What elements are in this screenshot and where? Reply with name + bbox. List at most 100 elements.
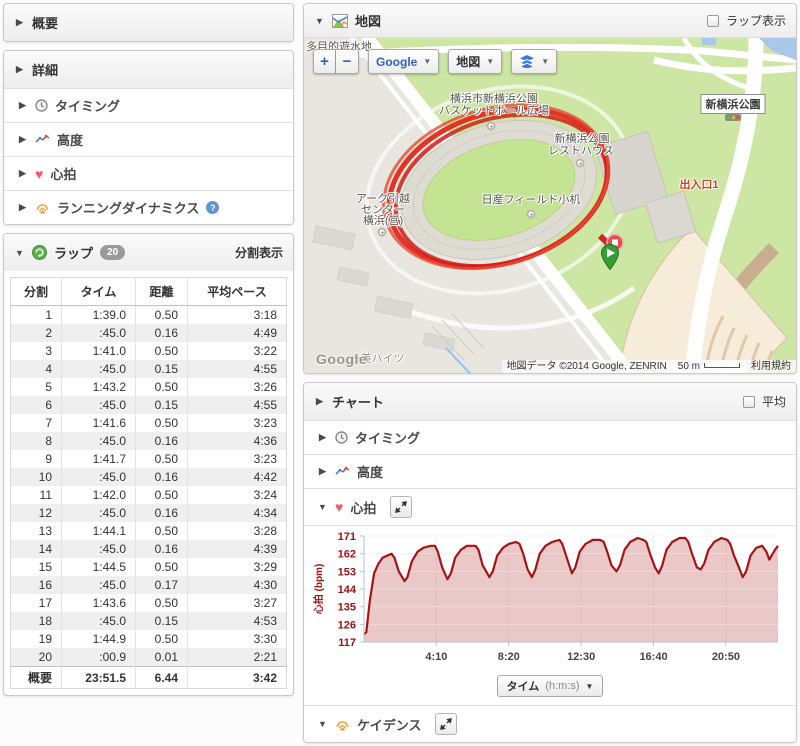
map-label: 日産フィールド小机	[481, 194, 581, 206]
sidebar-item-label: ランニングダイナミクス	[57, 201, 200, 216]
map-provider-label: Google	[376, 54, 418, 69]
map-provider-dropdown[interactable]: Google ▼	[368, 49, 440, 74]
table-row: 9 1:41.7 0.50 3:23	[11, 450, 287, 468]
laps-panel-header[interactable]: ▼ ラップ 20 分割表示	[4, 234, 293, 271]
map-basemap	[304, 38, 796, 373]
map-type-label: 地図	[456, 55, 481, 69]
table-row: 15 1:44.5 0.50 3:29	[11, 558, 287, 576]
map-label: 横浜(営)	[362, 215, 404, 227]
map-canvas[interactable]: 多目的遊水地 横浜市新横浜公園 バスケットボール広場 新横浜公園 レストハウス 日産フィー…	[304, 37, 796, 373]
start-marker	[599, 243, 621, 276]
terms-link[interactable]: 利用規約	[746, 360, 796, 373]
table-row: 3 1:41.0 0.50 3:22	[11, 342, 287, 360]
map-attribution: 地図データ ©2014 Google, ZENRIN	[501, 360, 672, 373]
table-row: 13 1:44.1 0.50 3:28	[11, 522, 287, 540]
chart-section-cadence[interactable]: ▼ ケイデンス	[304, 705, 796, 742]
running-dynamics-icon	[35, 201, 50, 214]
svg-text:135: 135	[338, 602, 356, 614]
overview-panel-header[interactable]: ▶ 概要	[4, 4, 293, 41]
heart-rate-chart-svg: 117 126 135 144 153 162 171 4:10 8:20 12:30 16:40 2…	[312, 531, 779, 663]
table-row: 11 1:42.0 0.50 3:24	[11, 486, 287, 504]
lap-icon	[32, 245, 47, 260]
clock-icon	[35, 99, 48, 112]
chart-section-elevation[interactable]: ▶ 高度	[304, 454, 796, 488]
column-header-split: 分割	[10, 277, 62, 306]
laps-panel: ▼ ラップ 20 分割表示 分割 タイム 距離 平均ペース	[3, 233, 294, 696]
svg-text:171: 171	[338, 531, 356, 543]
chevron-right-icon: ▶	[19, 202, 26, 212]
map-label: 横浜市新横浜公園	[450, 93, 538, 105]
left-column: ▶ 概要 ▶ 詳細 ▶ タイミング ▶ 高度	[3, 3, 294, 743]
table-row: 6:45.0 0.15 4:55	[10, 396, 287, 414]
table-row: 12:45.0 0.16 4:34	[10, 504, 287, 522]
chart-section-label: 高度	[357, 465, 384, 480]
svg-text:20:50: 20:50	[712, 651, 740, 663]
table-row: 4:45.0 0.15 4:55	[10, 360, 287, 378]
split-view-link[interactable]: 分割表示	[234, 246, 283, 260]
clock-icon	[335, 431, 348, 444]
chevron-right-icon: ▶	[319, 466, 326, 476]
svg-text:4:10: 4:10	[425, 651, 447, 663]
chevron-down-icon: ▼	[15, 247, 24, 258]
svg-text:8:20: 8:20	[498, 651, 520, 663]
zoom-controls: + −	[313, 49, 359, 74]
average-checkbox[interactable]	[742, 395, 755, 408]
map-labels-layer: 多目的遊水地 横浜市新横浜公園 バスケットボール広場 新横浜公園 レストハウス 日産フィー…	[304, 38, 796, 373]
map-label: アーク引越	[355, 193, 411, 205]
map-panel-header[interactable]: ▼ 地図 ラップ表示	[304, 4, 796, 37]
table-row: 14:45.0 0.16 4:39	[10, 540, 287, 558]
sidebar-item-running-dynamics[interactable]: ▶ ランニングダイナミクス ?	[4, 190, 293, 224]
table-row: 17 1:43.6 0.50 3:27	[11, 594, 287, 612]
lap-table: 分割 タイム 距離 平均ペース 1 1:39.0 0.50 3:18 2:45.0 0.1…	[10, 277, 287, 689]
lap-display-checkbox[interactable]	[706, 14, 719, 27]
map-title: 地図	[355, 14, 382, 29]
overview-title: 概要	[32, 16, 59, 31]
elevation-icon	[335, 466, 350, 477]
table-row: 20:00.9 0.01 2:21	[10, 648, 287, 667]
chart-section-label: タイミング	[355, 431, 421, 446]
chevron-right-icon: ▶	[316, 396, 323, 406]
traffic-signal-icon	[725, 114, 741, 121]
sidebar-item-timing[interactable]: ▶ タイミング	[4, 88, 293, 122]
expand-icon[interactable]	[390, 496, 413, 518]
chart-section-label: 心拍	[350, 500, 377, 516]
chevron-right-icon: ▶	[16, 64, 23, 74]
chart-section-heart-rate[interactable]: ▼ ♥ 心拍	[304, 488, 796, 525]
laps-title: ラップ	[54, 246, 94, 261]
x-axis-selector-dropdown[interactable]: タイム (h:m:s) ▼	[496, 675, 604, 697]
chart-section-label: ケイデンス	[357, 717, 422, 733]
sidebar-item-elevation[interactable]: ▶ 高度	[4, 122, 293, 156]
svg-text:12:30: 12:30	[567, 651, 595, 663]
x-selector-unit: (h:m:s)	[545, 680, 580, 692]
x-selector-main: タイム	[506, 681, 540, 693]
svg-text:心拍 (bpm): 心拍 (bpm)	[312, 564, 325, 615]
table-row: 18:45.0 0.15 4:53	[10, 612, 287, 630]
charts-panel-header[interactable]: ▶ チャート 平均	[304, 383, 796, 420]
svg-text:162: 162	[338, 549, 356, 561]
map-footer: 地図データ ©2014 Google, ZENRIN 50 m 利用規約	[501, 360, 796, 373]
charts-title: チャート	[332, 395, 384, 410]
sidebar-item-heart-rate[interactable]: ▶ ♥ 心拍	[4, 156, 293, 190]
chevron-down-icon: ▼	[315, 15, 324, 26]
help-icon[interactable]: ?	[206, 201, 220, 214]
chart-section-timing[interactable]: ▶ タイミング	[304, 420, 796, 454]
map-layers-dropdown[interactable]: ▼	[511, 49, 558, 74]
details-panel: ▶ 詳細 ▶ タイミング ▶ 高度 ▶ ♥ 心拍	[3, 50, 294, 225]
heart-rate-chart-plot[interactable]: 117 126 135 144 153 162 171 4:10 8:20 12:30 16:40 2…	[310, 530, 790, 674]
map-label: レストハウス	[548, 145, 614, 157]
zoom-in-button[interactable]: +	[313, 49, 336, 74]
map-type-dropdown[interactable]: 地図 ▼	[448, 49, 503, 74]
chevron-right-icon: ▶	[19, 100, 26, 110]
expand-icon[interactable]	[435, 713, 458, 735]
details-title: 詳細	[32, 63, 59, 78]
table-row: 7 1:41.6 0.50 3:23	[11, 414, 287, 432]
heart-icon: ♥	[335, 499, 344, 515]
chevron-down-icon: ▼	[318, 502, 327, 512]
lap-count-badge: 20	[100, 245, 126, 260]
zoom-out-button[interactable]: −	[336, 49, 359, 74]
map-label: 新横浜公園	[554, 133, 610, 145]
map-label: 出入口1	[679, 179, 719, 191]
details-panel-header[interactable]: ▶ 詳細	[4, 51, 293, 88]
svg-text:126: 126	[338, 619, 356, 631]
poi-marker-icon	[377, 227, 387, 237]
